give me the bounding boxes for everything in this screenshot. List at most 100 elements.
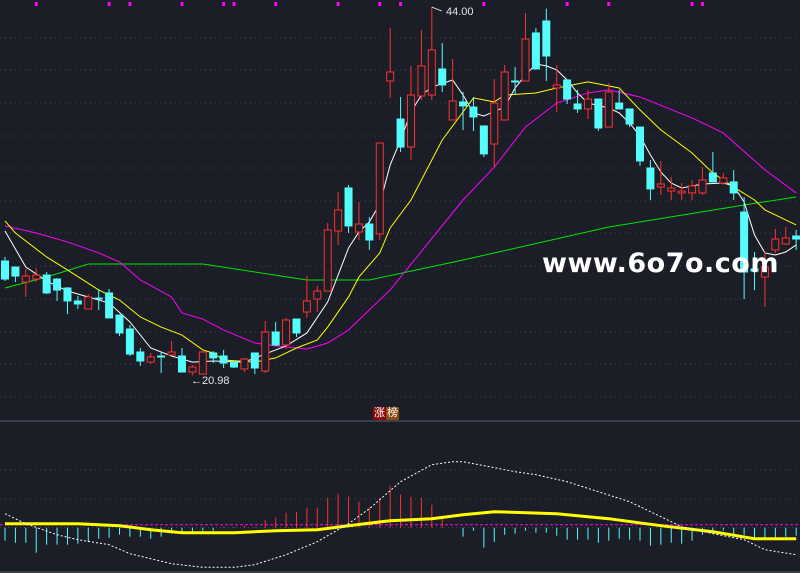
candle-down: [479, 125, 488, 155]
candle-up: [656, 183, 665, 188]
candle-down: [115, 314, 124, 334]
candle-up: [261, 331, 270, 372]
candle-down: [708, 172, 717, 183]
candle-down: [594, 98, 603, 129]
candle-up: [771, 238, 780, 251]
candle-up: [32, 274, 41, 280]
candle-up: [146, 356, 155, 363]
candle-down: [1, 260, 9, 280]
candle-down: [469, 106, 478, 118]
candle-up: [334, 209, 343, 232]
signal-marker: [128, 2, 132, 6]
signal-marker: [607, 2, 611, 6]
candle-down: [105, 292, 114, 319]
candle-up: [760, 266, 769, 278]
signal-marker: [690, 2, 694, 6]
candle-down: [53, 278, 62, 291]
ma10-line: [4, 81, 797, 363]
candle-up: [552, 84, 561, 89]
candle-down: [42, 274, 51, 294]
dea-line: [5, 510, 797, 541]
candle-up: [198, 351, 207, 375]
candle-down: [365, 223, 374, 241]
candle-up: [323, 229, 332, 292]
signal-marker: [378, 2, 382, 6]
candle-down: [615, 102, 624, 110]
limit-up-badge[interactable]: 涨 榜: [373, 407, 399, 420]
candle-down: [136, 351, 145, 362]
candle-up: [688, 185, 697, 194]
candle-up: [490, 102, 499, 145]
candle-down: [740, 211, 749, 273]
candle-down: [271, 331, 280, 346]
candle-up: [417, 65, 426, 97]
candle-up: [84, 296, 93, 310]
signal-marker: [34, 2, 38, 6]
candle-down: [230, 361, 239, 368]
candle-down: [729, 181, 738, 194]
signal-marker: [180, 2, 184, 6]
candle-up: [302, 300, 311, 313]
candle-down: [250, 352, 259, 369]
signal-marker: [336, 2, 340, 6]
signal-marker: [700, 2, 704, 6]
candle-down: [542, 20, 551, 57]
candle-up: [240, 358, 249, 370]
badge-char-1: 涨: [373, 407, 386, 420]
candle-down: [573, 103, 582, 110]
candle-down: [177, 355, 186, 373]
signal-marker: [222, 2, 226, 6]
candle-down: [344, 187, 353, 227]
candle-up: [719, 177, 728, 184]
signal-marker: [107, 2, 111, 6]
candle-up: [521, 38, 530, 82]
candle-down: [125, 328, 134, 355]
high-price-label: 44.00: [446, 6, 474, 18]
candle-down: [792, 235, 800, 240]
candle-up: [583, 98, 592, 110]
candle-down: [63, 287, 72, 302]
signal-marker: [565, 2, 569, 6]
signal-marker: [232, 2, 236, 6]
candle-down: [750, 268, 759, 272]
candle-up: [677, 190, 686, 194]
candle-up: [313, 290, 322, 300]
candle-down: [94, 297, 103, 300]
candle-down: [625, 108, 634, 125]
candle-up: [282, 319, 291, 346]
candle-up: [386, 71, 395, 82]
candle-down: [73, 300, 82, 305]
candle-up: [167, 351, 176, 356]
candle-up: [500, 71, 509, 121]
ma5-line: [4, 63, 797, 363]
low-price-label: ←20.98: [191, 375, 230, 387]
candle-up: [21, 275, 30, 283]
dif-line: [4, 461, 797, 568]
candle-down: [563, 79, 572, 100]
high-pointer: [431, 6, 442, 12]
candle-down: [209, 352, 218, 359]
watermark: www.6o7o.com: [542, 248, 779, 279]
signal-marker: [274, 2, 278, 6]
candle-down: [11, 266, 20, 277]
candle-up: [354, 223, 363, 233]
candle-up: [406, 94, 415, 148]
candle-up: [698, 179, 707, 194]
candle-down: [459, 101, 468, 107]
candle-up: [667, 187, 676, 192]
candle-down: [396, 118, 405, 148]
candle-down: [636, 126, 645, 162]
candle-up: [188, 366, 197, 373]
candle-up: [781, 237, 790, 245]
candle-down: [511, 80, 520, 83]
candle-down: [157, 355, 166, 358]
candle-up: [427, 49, 436, 96]
candle-up: [448, 100, 457, 121]
signal-marker: [482, 2, 486, 6]
candle-down: [531, 32, 540, 70]
candle-up: [375, 142, 384, 235]
signal-marker: [399, 2, 403, 6]
candle-down: [219, 355, 228, 364]
